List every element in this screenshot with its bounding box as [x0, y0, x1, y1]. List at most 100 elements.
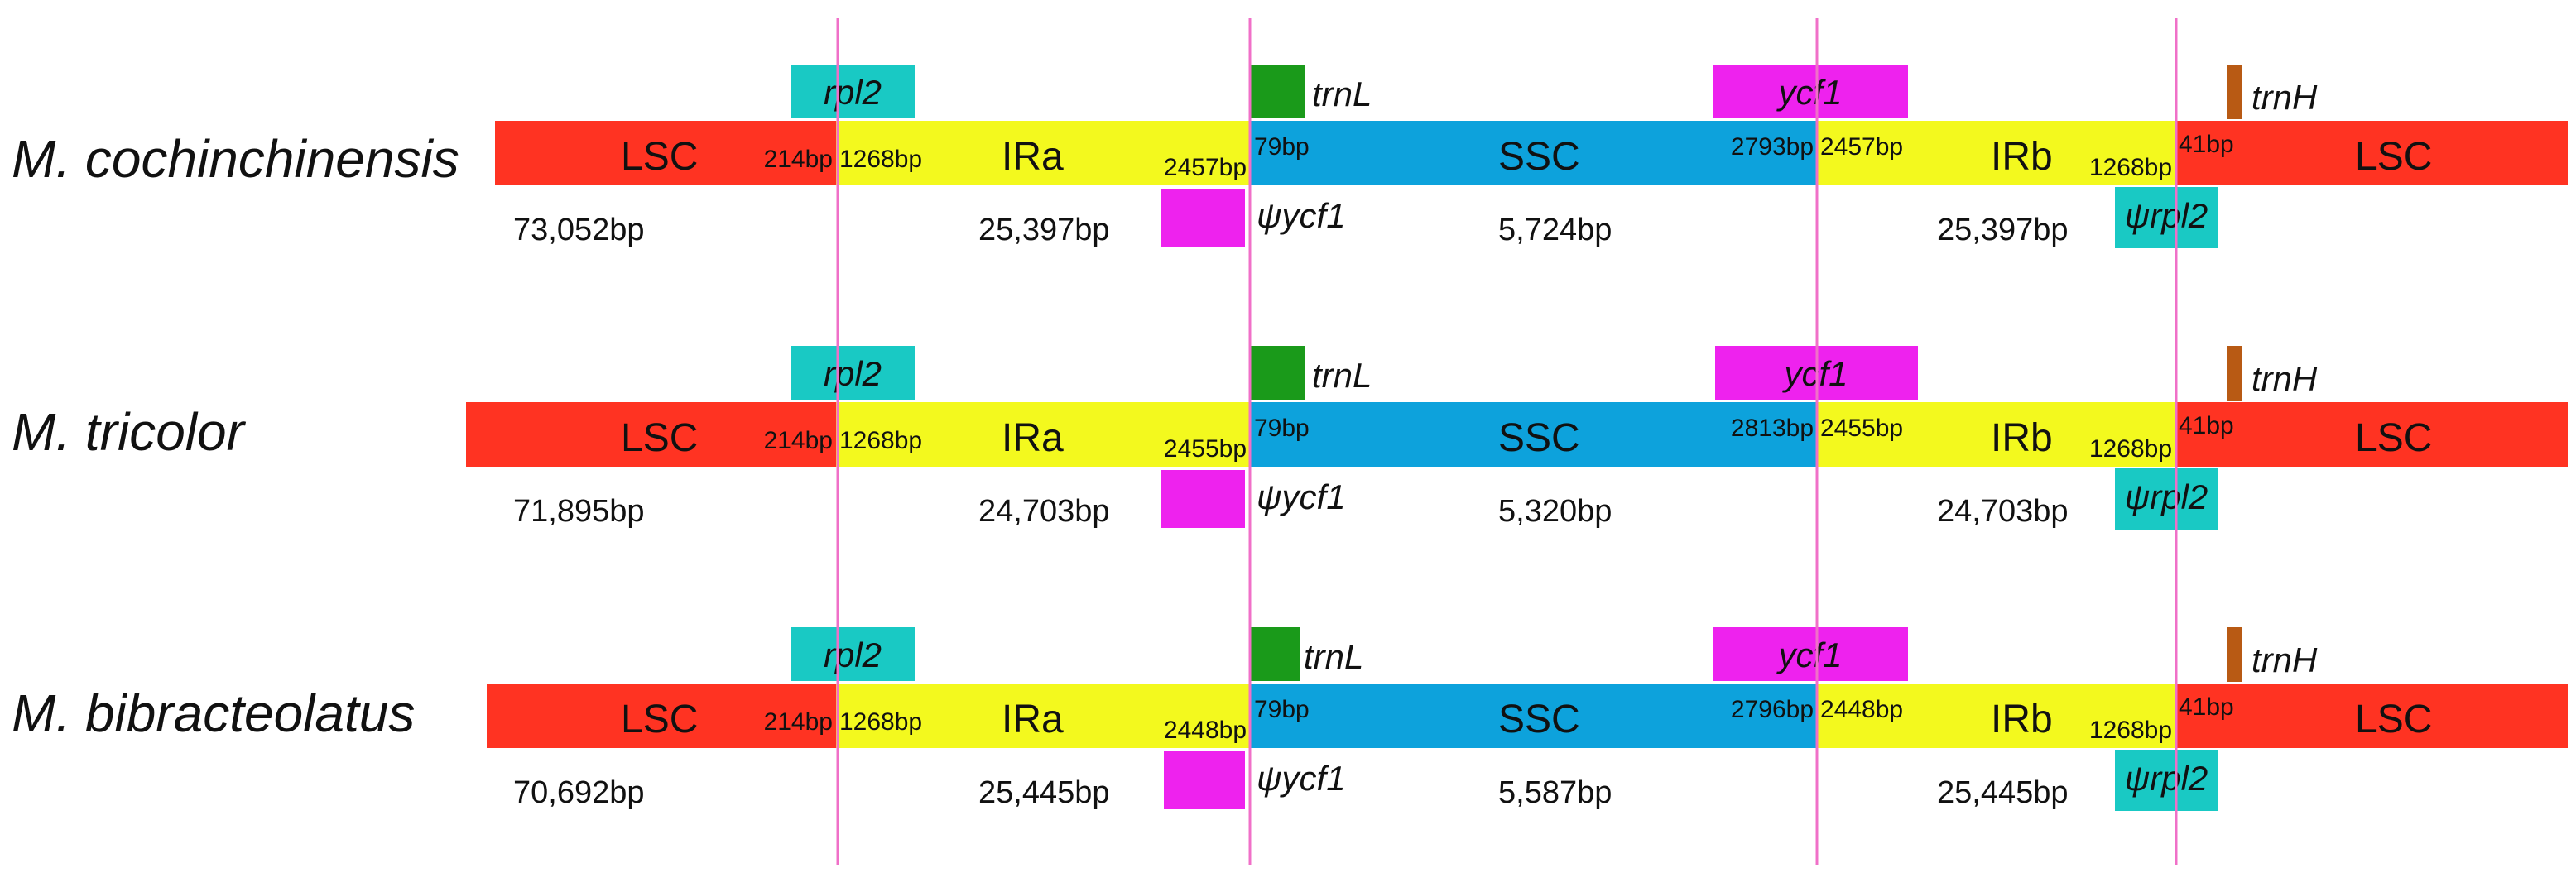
region-label-ira: IRa [1002, 135, 1064, 179]
irb-block [1817, 402, 2175, 467]
lsc-left-block [495, 121, 836, 185]
jsa-ir-bp: 2455bp [1820, 415, 1903, 442]
rpl2-gene-label: rpl2 [824, 354, 882, 393]
jla-ir-bp: 1268bp [2089, 717, 2172, 744]
psi-ycf1-gene-box [1161, 189, 1245, 247]
rpl2-gene-box [791, 346, 915, 400]
species-name: M. bibracteolatus [12, 684, 415, 743]
rpl2-gene-box [791, 627, 915, 681]
species-row-cochinchinensis: M. cochinchinensis LSC IRa SSC IRb LSC 2… [12, 65, 2568, 248]
jsb-ssc-bp: 79bp [1254, 415, 1310, 442]
jsb-ir-bp: 2448bp [1164, 717, 1247, 744]
ssc-length: 5,724bp [1498, 213, 1612, 247]
ycf1-gene-label: ycf1 [1781, 354, 1848, 393]
lsc-length: 73,052bp [513, 213, 645, 247]
region-label-lsc-right: LSC [2355, 135, 2432, 179]
junction-lines [836, 18, 2178, 865]
rpl2-gene-label: rpl2 [824, 73, 882, 112]
trnH-gene-box [2227, 65, 2242, 119]
ssc-block [1250, 121, 1817, 185]
jsb-ir-bp: 2457bp [1164, 154, 1247, 181]
psi-rpl2-gene-box [2115, 187, 2218, 248]
region-label-ssc: SSC [1498, 135, 1580, 179]
irb-block [1817, 121, 2175, 185]
trnL-gene-box [1251, 65, 1305, 118]
trnL-gene-label: trnL [1312, 356, 1372, 395]
ycf1-gene-box [1713, 627, 1908, 681]
lsc-right-block [2175, 121, 2568, 185]
psi-ycf1-gene-label: ψycf1 [1257, 477, 1346, 516]
ira-length: 24,703bp [978, 494, 1110, 529]
region-label-irb: IRb [1991, 416, 2053, 460]
rpl2-gene-box [791, 65, 915, 118]
jsa-ssc-bp: 2793bp [1731, 133, 1814, 161]
jsb-ssc-bp: 79bp [1254, 133, 1310, 161]
jlb-lsc-bp: 214bp [764, 427, 833, 454]
irb-block [1817, 684, 2175, 748]
region-label-lsc-left: LSC [621, 698, 698, 741]
jsa-ssc-bp: 2796bp [1731, 696, 1814, 723]
psi-ycf1-gene-box [1164, 751, 1245, 809]
ira-block [836, 121, 1250, 185]
trnH-gene-label: trnH [2252, 78, 2318, 117]
ira-block [836, 402, 1250, 467]
ycf1-gene-label: ycf1 [1776, 636, 1842, 674]
trnH-gene-label: trnH [2252, 359, 2318, 398]
trnL-gene-label: trnL [1312, 74, 1372, 113]
region-label-irb: IRb [1991, 135, 2053, 179]
region-label-ira: IRa [1002, 698, 1064, 741]
region-label-lsc-left: LSC [621, 135, 698, 179]
ira-length: 25,445bp [978, 775, 1110, 810]
region-label-ira: IRa [1002, 416, 1064, 460]
ira-block [836, 684, 1250, 748]
region-label-lsc-right: LSC [2355, 416, 2432, 460]
lsc-right-block [2175, 684, 2568, 748]
irb-length: 25,397bp [1937, 213, 2069, 247]
region-label-irb: IRb [1991, 698, 2053, 741]
psi-rpl2-gene-label: ψrpl2 [2125, 759, 2208, 798]
jla-lsc-bp: 41bp [2179, 412, 2234, 439]
jla-ir-bp: 1268bp [2089, 154, 2172, 181]
region-label-ssc: SSC [1498, 416, 1580, 460]
jsb-ssc-bp: 79bp [1254, 696, 1310, 723]
region-label-lsc-right: LSC [2355, 698, 2432, 741]
species-name: M. tricolor [12, 402, 247, 462]
jlb-ir-bp: 1268bp [839, 708, 922, 736]
ycf1-gene-label: ycf1 [1776, 73, 1842, 112]
species-name: M. cochinchinensis [12, 129, 459, 189]
trnH-gene-box [2227, 346, 2242, 401]
psi-rpl2-gene-box [2115, 468, 2218, 530]
lsc-right-block [2175, 402, 2568, 467]
ssc-block [1250, 684, 1817, 748]
jsb-ir-bp: 2455bp [1164, 435, 1247, 463]
jla-ir-bp: 1268bp [2089, 435, 2172, 463]
ssc-length: 5,587bp [1498, 775, 1612, 810]
ycf1-gene-box [1713, 65, 1908, 118]
ssc-block [1250, 402, 1817, 467]
jla-lsc-bp: 41bp [2179, 131, 2234, 158]
irb-length: 24,703bp [1937, 494, 2069, 529]
jsa-ir-bp: 2448bp [1820, 696, 1903, 723]
lsc-length: 70,692bp [513, 775, 645, 810]
species-row-bibracteolatus: M. bibracteolatus LSC IRa SSC IRb LSC 21… [12, 627, 2568, 811]
lsc-length: 71,895bp [513, 494, 645, 529]
trnL-gene-label: trnL [1304, 637, 1363, 676]
trnH-gene-box [2227, 627, 2242, 682]
psi-rpl2-gene-label: ψrpl2 [2125, 477, 2208, 516]
psi-ycf1-gene-label: ψycf1 [1257, 196, 1346, 235]
jsa-ir-bp: 2457bp [1820, 133, 1903, 161]
psi-ycf1-gene-label: ψycf1 [1257, 759, 1346, 798]
irb-length: 25,445bp [1937, 775, 2069, 810]
psi-ycf1-gene-box [1161, 470, 1245, 528]
ira-length: 25,397bp [978, 213, 1110, 247]
ssc-length: 5,320bp [1498, 494, 1612, 529]
lsc-left-block [487, 684, 836, 748]
jlb-lsc-bp: 214bp [764, 146, 833, 173]
region-label-ssc: SSC [1498, 698, 1580, 741]
trnL-gene-box [1251, 346, 1305, 400]
species-row-tricolor: M. tricolor LSC IRa SSC IRb LSC 214bp 12… [12, 346, 2568, 530]
jsa-ssc-bp: 2813bp [1731, 415, 1814, 442]
jla-lsc-bp: 41bp [2179, 693, 2234, 721]
psi-rpl2-gene-label: ψrpl2 [2125, 196, 2208, 235]
